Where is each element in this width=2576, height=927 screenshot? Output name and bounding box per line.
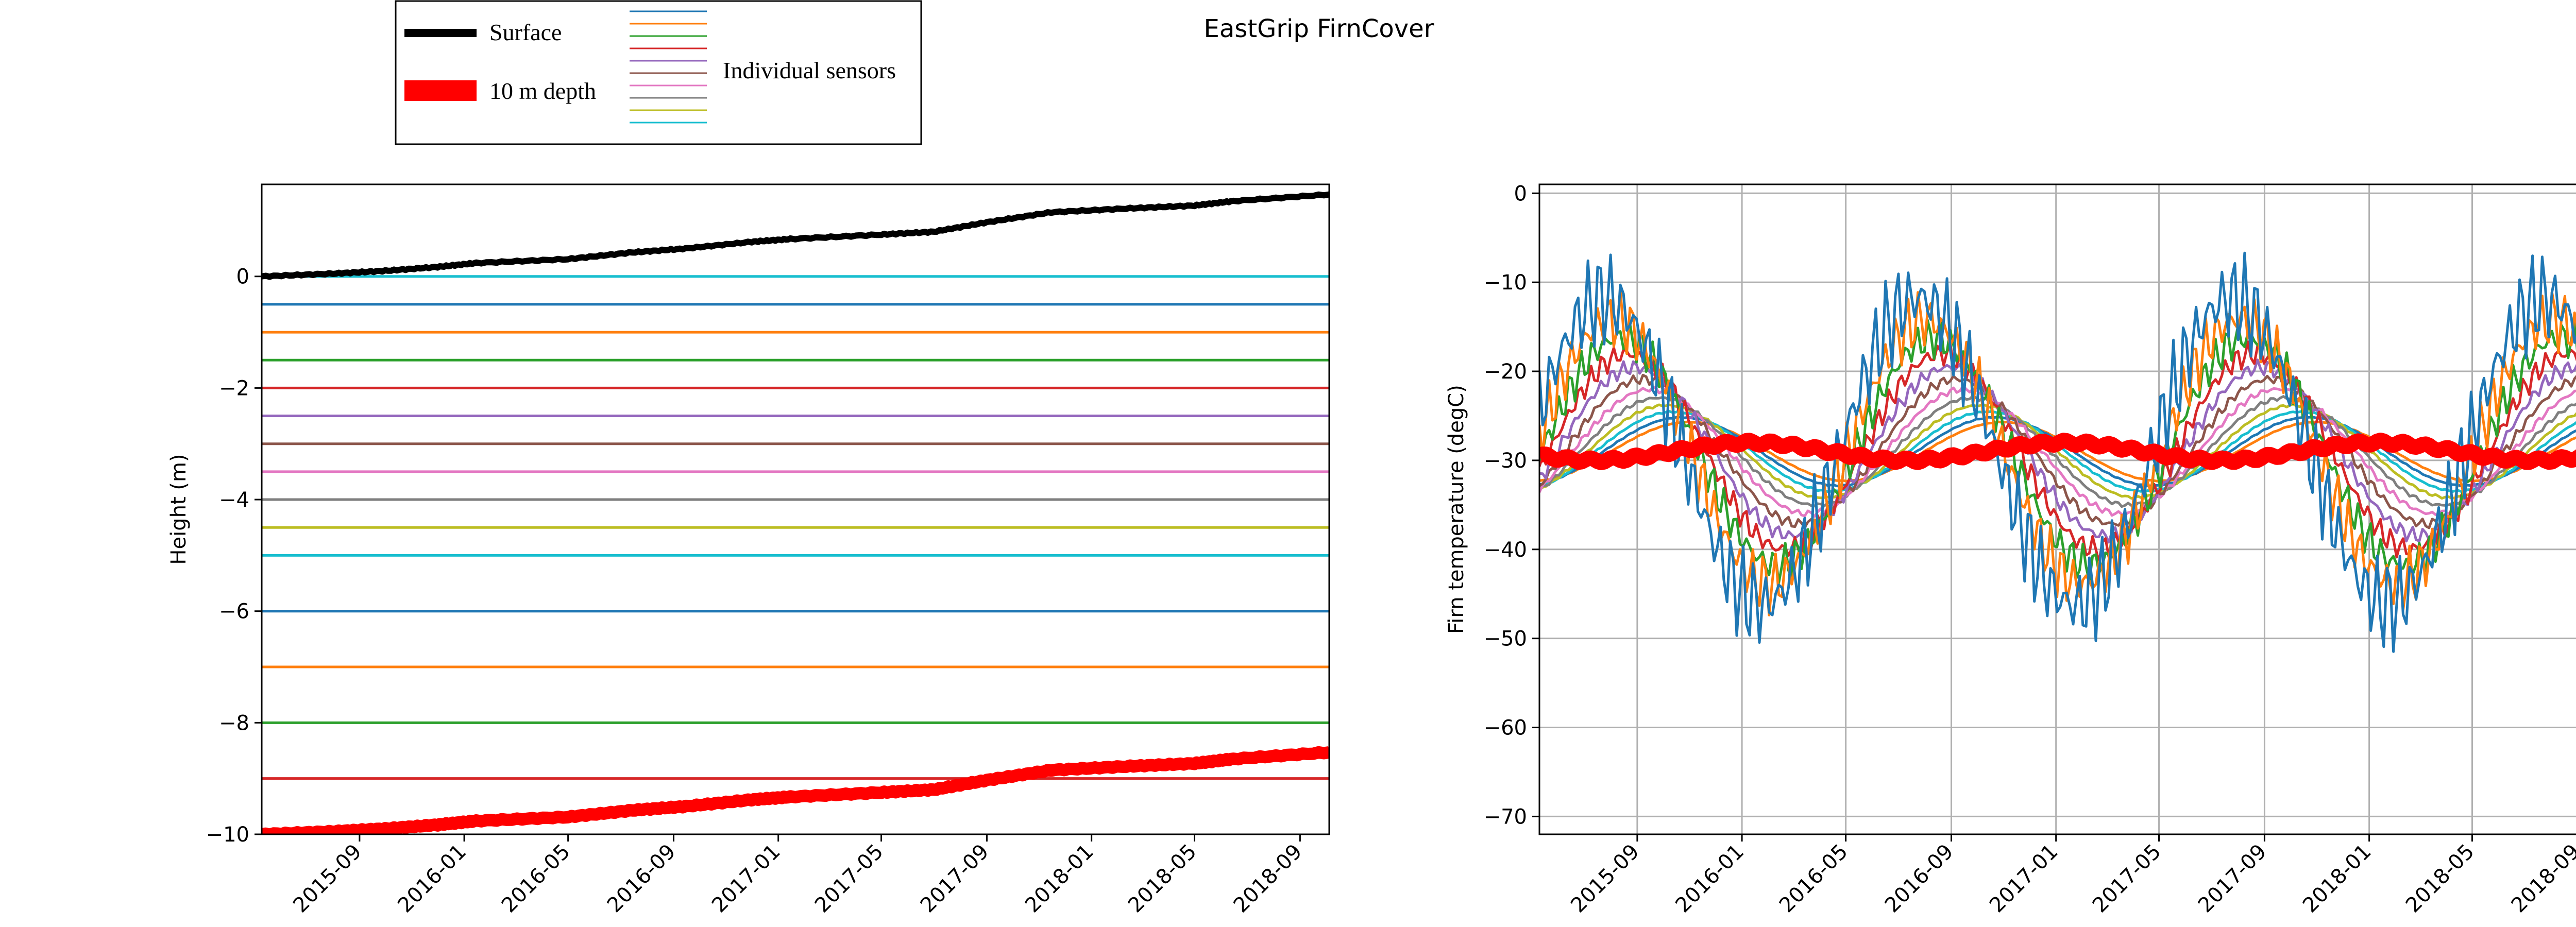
temperature-chart: 2015-09 2016-01 2016-05 2016-09 2017-01 2017-… bbox=[1445, 182, 2576, 917]
temperature-ytick-label: −70 bbox=[1484, 805, 1527, 829]
temperature-plot-frame bbox=[1538, 183, 2576, 835]
legend: Surface 10 m depth Individual sensors bbox=[395, 0, 922, 145]
figure-title: EastGrip FirnCover bbox=[1204, 14, 1434, 43]
temperature-ytick-label: −20 bbox=[1484, 360, 1527, 384]
legend-depth-label: 10 m depth bbox=[489, 78, 596, 104]
temperature-ylabel: Firn temperature (degC) bbox=[1445, 385, 1468, 634]
height-ytick-label: 0 bbox=[236, 265, 249, 289]
temperature-ytick-label: −40 bbox=[1484, 538, 1527, 562]
temperature-ytick-label: 0 bbox=[1514, 182, 1527, 205]
temperature-xtick-label: 2017-05 bbox=[2088, 840, 2166, 918]
temperature-sensor-line bbox=[1539, 394, 2576, 508]
temperature-sensor-line bbox=[1539, 251, 2576, 653]
temperature-xtick-label: 2016-01 bbox=[1671, 840, 1749, 918]
temperature-xtick-label: 2018-01 bbox=[2298, 840, 2376, 918]
height-xtick-label: 2018-09 bbox=[1229, 840, 1307, 918]
height-xtick-label: 2018-05 bbox=[1124, 840, 1201, 918]
height-depth-10m-line bbox=[262, 746, 1329, 834]
temperature-xtick-label: 2018-09 bbox=[2507, 840, 2576, 918]
temperature-sensor-line bbox=[1539, 287, 2576, 616]
height-xtick-label: 2017-09 bbox=[916, 840, 994, 918]
height-plot-frame bbox=[261, 183, 1330, 835]
height-xtick-label: 2016-09 bbox=[603, 840, 681, 918]
height-ytick-label: −2 bbox=[219, 376, 249, 400]
temperature-xtick-label: 2018-05 bbox=[2401, 840, 2479, 918]
legend-surface-label: Surface bbox=[489, 19, 562, 45]
temperature-ytick-label: −30 bbox=[1484, 449, 1527, 473]
height-ytick-label: −4 bbox=[219, 488, 249, 512]
height-chart: 2015-09 2016-01 2016-05 2016-09 2017-01 2017-… bbox=[167, 183, 1330, 918]
temperature-xtick-label: 2017-09 bbox=[2194, 840, 2272, 918]
temperature-ytick-label: −50 bbox=[1484, 627, 1527, 651]
height-xtick-label: 2018-01 bbox=[1021, 840, 1098, 918]
temperature-xtick-label: 2016-09 bbox=[1880, 840, 1958, 918]
temperature-xtick-label: 2017-01 bbox=[1985, 840, 2063, 918]
height-ytick-label: −6 bbox=[219, 600, 249, 624]
height-surface-line bbox=[262, 191, 1329, 280]
height-xtick-label: 2017-01 bbox=[707, 840, 785, 918]
height-xtick-label: 2015-09 bbox=[289, 840, 366, 918]
height-xtick-label: 2017-05 bbox=[810, 840, 888, 918]
height-xtick-label: 2016-01 bbox=[393, 840, 471, 918]
temperature-ytick-label: −60 bbox=[1484, 716, 1527, 740]
temperature-xtick-label: 2016-05 bbox=[1775, 840, 1853, 918]
height-xtick-label: 2016-05 bbox=[497, 840, 575, 918]
legend-sensors-swatches bbox=[630, 10, 707, 124]
height-ytick-label: −8 bbox=[219, 711, 249, 735]
temperature-ytick-label: −10 bbox=[1484, 271, 1527, 295]
temperature-depth-10m-line bbox=[1539, 433, 2576, 470]
height-ylabel: Height (m) bbox=[167, 454, 191, 564]
legend-sensors-label: Individual sensors bbox=[723, 57, 896, 83]
temperature-sensor-line bbox=[1539, 402, 2576, 500]
temperature-xtick-label: 2015-09 bbox=[1566, 840, 1644, 918]
height-ytick-label: −10 bbox=[206, 823, 249, 847]
